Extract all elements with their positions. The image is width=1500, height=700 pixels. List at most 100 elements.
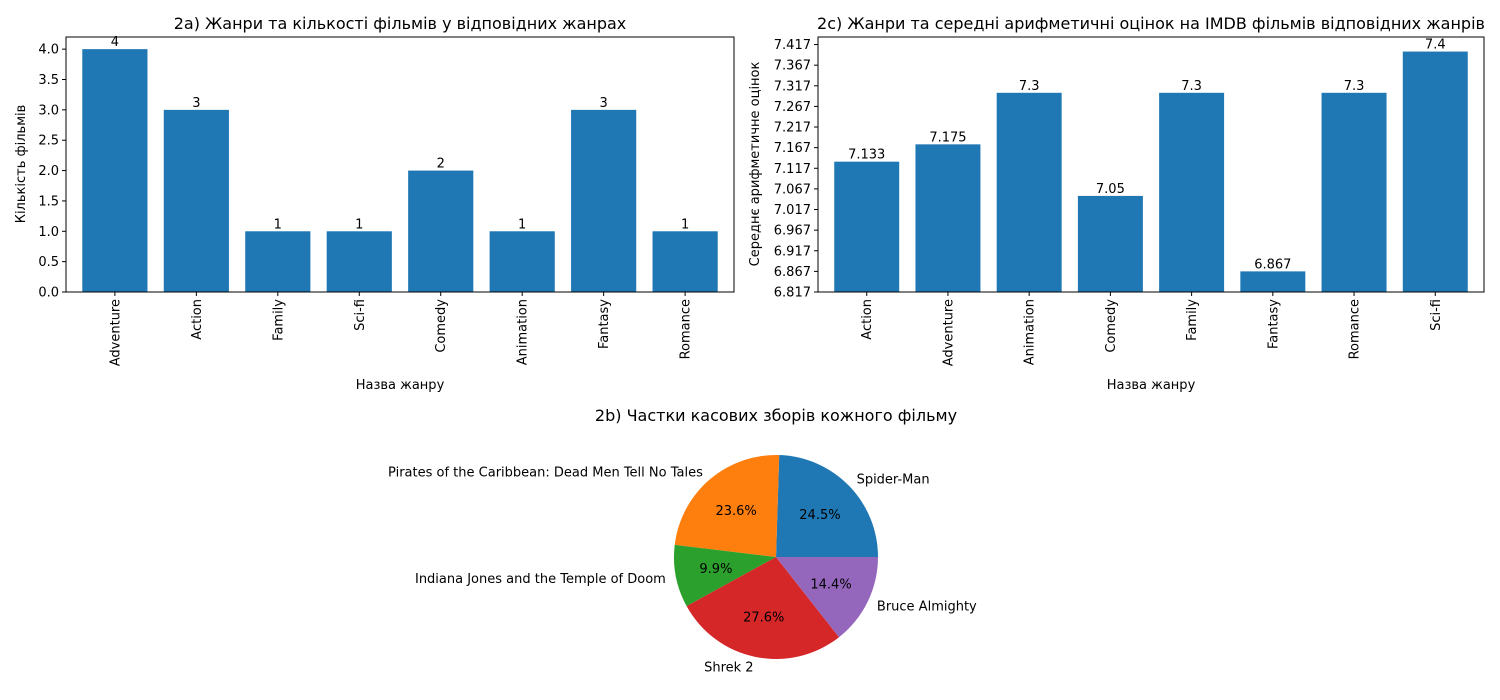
chart-a-data-label: 1 <box>518 217 526 232</box>
chart-c-ytick-label: 7.067 <box>774 182 811 197</box>
chart-b-title: 2b) Частки касових зборів кожного фільму <box>595 406 957 425</box>
pie-slice-label: Pirates of the Caribbean: Dead Men Tell … <box>388 465 703 480</box>
chart-c-ytick-label: 6.867 <box>774 265 811 280</box>
chart-a-bar-romance <box>652 231 718 292</box>
chart-c-data-label: 7.3 <box>1181 79 1202 94</box>
chart-a-xtick-label: Sci-fi <box>353 299 368 331</box>
chart-a-bar-comedy <box>408 170 474 292</box>
chart-c-bar-comedy <box>1077 195 1143 292</box>
chart-a-data-label: 3 <box>600 96 608 111</box>
chart-a-ytick-label: 0.0 <box>38 286 59 301</box>
chart-a-data-label: 2 <box>437 157 445 172</box>
pie-slice-label: Indiana Jones and the Temple of Doom <box>415 572 666 587</box>
chart-a-ytick-label: 3.0 <box>38 103 59 118</box>
chart-c-ytick-label: 7.167 <box>774 141 811 156</box>
genre-rating-bar-chart: 2c) Жанри та середні арифметичні оцінок … <box>748 14 1485 393</box>
chart-c-bar-action <box>834 161 900 292</box>
pie-percent-label: 23.6% <box>715 504 756 519</box>
chart-c-ytick-label: 7.317 <box>774 79 811 94</box>
chart-c-bar-romance <box>1321 92 1387 292</box>
chart-a-xtick-label: Fantasy <box>597 299 612 349</box>
chart-c-ytick-label: 7.267 <box>774 100 811 115</box>
chart-a-data-label: 1 <box>681 217 689 232</box>
chart-c-data-label: 7.4 <box>1425 38 1446 53</box>
pie-slice-spider-man <box>776 455 878 557</box>
chart-c-xtick-label: Sci-fi <box>1429 299 1444 331</box>
chart-c-data-label: 7.3 <box>1019 79 1040 94</box>
chart-a-axes-frame <box>65 36 735 293</box>
chart-a-bar-action <box>163 109 229 292</box>
chart-c-ytick-label: 6.917 <box>774 244 811 259</box>
chart-c-ytick-label: 7.417 <box>774 38 811 53</box>
chart-c-bar-fantasy <box>1240 271 1306 292</box>
chart-c-ytick-label: 7.217 <box>774 121 811 136</box>
chart-a-xtick-label: Animation <box>516 299 531 365</box>
chart-c-xtick-label: Adventure <box>941 299 956 366</box>
chart-c-ytick-label: 6.817 <box>774 286 811 301</box>
chart-c-bar-family <box>1159 92 1225 292</box>
box-office-pie-chart: 2b) Частки касових зборів кожного фільму… <box>388 406 977 675</box>
chart-c-data-label: 7.175 <box>929 130 966 145</box>
chart-a-bar-family <box>245 231 311 292</box>
pie-slice-pirates-of-the-caribbean-dead-men-tell-no-tales <box>674 455 780 557</box>
chart-c-title: 2c) Жанри та середні арифметичні оцінок … <box>817 14 1485 33</box>
chart-c-bar-animation <box>996 92 1062 292</box>
chart-c-axes-frame <box>817 36 1485 293</box>
chart-a-ytick-label: 0.5 <box>38 255 59 270</box>
chart-a-data-label: 1 <box>355 217 363 232</box>
chart-a-ytick-label: 1.0 <box>38 225 59 240</box>
chart-a-bar-sci-fi <box>326 231 392 292</box>
chart-c-xlabel: Назва жанру <box>1107 378 1196 393</box>
chart-b-plot-area: 24.5% Spider-Man 23.6% Pirates of the Carib… <box>388 455 977 675</box>
genre-count-bar-chart: 2a) Жанри та кількості фільмів у відпові… <box>14 14 735 393</box>
pie-slice-shrek-2 <box>686 557 840 659</box>
chart-c-ytick-label: 7.117 <box>774 162 811 177</box>
chart-c-xtick-label: Fantasy <box>1266 299 1281 349</box>
chart-a-data-label: 3 <box>192 96 200 111</box>
pie-slice-label: Spider-Man <box>857 472 930 487</box>
chart-a-bar-adventure <box>82 49 148 293</box>
chart-c-ytick-label: 7.017 <box>774 203 811 218</box>
chart-c-xtick-label: Comedy <box>1104 299 1119 353</box>
chart-a-xtick-label: Family <box>271 299 286 341</box>
chart-c-data-label: 7.3 <box>1344 79 1365 94</box>
chart-c-data-label: 7.05 <box>1096 182 1125 197</box>
chart-a-xtick-label: Comedy <box>434 299 449 353</box>
chart-c-xtick-label: Animation <box>1023 299 1038 365</box>
chart-a-ytick-label: 2.0 <box>38 164 59 179</box>
chart-c-xtick-label: Family <box>1185 299 1200 341</box>
chart-c-bar-adventure <box>915 144 981 292</box>
chart-c-xtick-label: Romance <box>1348 299 1363 359</box>
chart-c-xtick-label: Action <box>860 299 875 340</box>
pie-percent-label: 9.9% <box>699 562 732 577</box>
chart-a-ytick-label: 2.5 <box>38 134 59 149</box>
chart-c-data-label: 7.133 <box>848 148 885 163</box>
chart-a-plot-area: 4 3 1 1 2 1 3 1 0.0 0.5 1.0 1.5 2.0 2.5 3.0 3.5 4.0 Adven… <box>38 35 735 366</box>
chart-a-data-label: 1 <box>274 217 282 232</box>
chart-c-bar-sci-fi <box>1402 51 1468 292</box>
chart-a-bar-fantasy <box>571 109 637 292</box>
pie-slice-bruce-almighty <box>776 557 878 638</box>
pie-percent-label: 14.4% <box>810 577 851 592</box>
chart-a-xlabel: Назва жанру <box>356 378 445 393</box>
chart-a-title: 2a) Жанри та кількості фільмів у відпові… <box>174 14 627 33</box>
chart-c-ytick-label: 7.367 <box>774 59 811 74</box>
chart-a-xtick-label: Romance <box>679 299 694 359</box>
chart-a-ytick-label: 4.0 <box>38 43 59 58</box>
chart-a-ytick-label: 1.5 <box>38 194 59 209</box>
chart-a-ylabel: Кількість фільмів <box>14 105 29 224</box>
pie-slice-indiana-jones-and-the-temple-of-doom <box>674 544 776 607</box>
pie-slice-label: Shrek 2 <box>704 660 753 675</box>
chart-a-xtick-label: Adventure <box>108 299 123 366</box>
chart-a-data-label: 4 <box>111 35 119 50</box>
chart-a-bar-animation <box>489 231 555 292</box>
pie-percent-label: 27.6% <box>743 610 784 625</box>
pie-percent-label: 24.5% <box>799 508 840 523</box>
chart-c-ylabel: Середнє арифметичне оцінок <box>748 61 763 266</box>
chart-a-xtick-label: Action <box>190 299 205 340</box>
chart-c-ytick-label: 6.967 <box>774 224 811 239</box>
chart-c-data-label: 6.867 <box>1254 257 1291 272</box>
chart-a-ytick-label: 3.5 <box>38 73 59 88</box>
chart-c-plot-area: 7.133 7.175 7.3 7.05 7.3 6.867 7.3 7.4 6.817 6.86… <box>774 36 1485 366</box>
